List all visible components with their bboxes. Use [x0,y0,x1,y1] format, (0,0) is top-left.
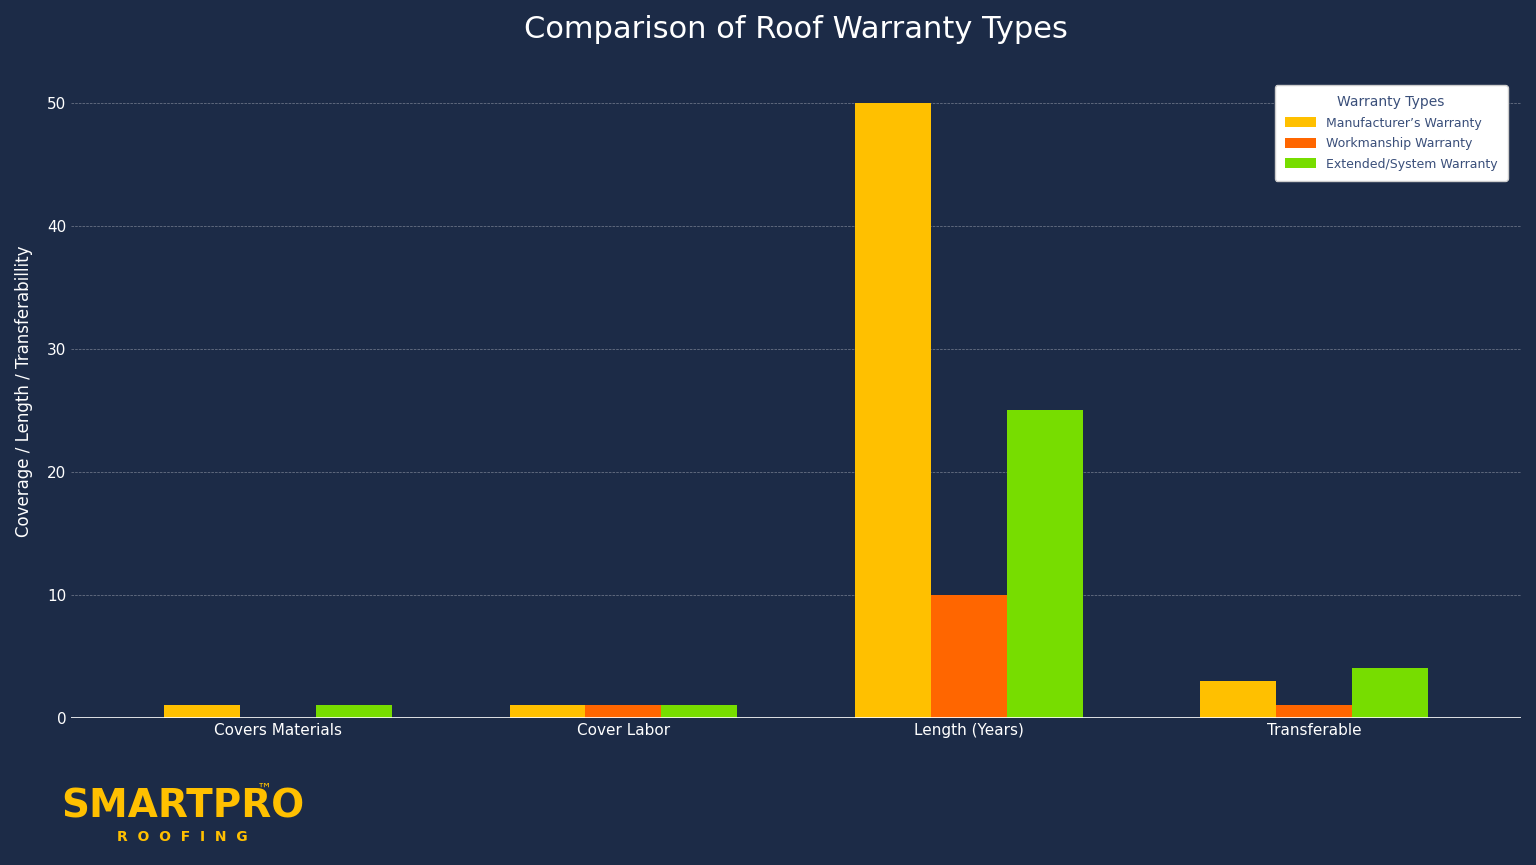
Text: ™: ™ [257,782,272,797]
Bar [931,594,1006,718]
Title: Comparison of Roof Warranty Types: Comparison of Roof Warranty Types [524,15,1068,44]
Bar [1352,669,1428,718]
Y-axis label: Coverage / Length / Transferabillity: Coverage / Length / Transferabillity [15,246,32,537]
Bar [662,705,737,718]
Bar [1200,681,1276,718]
Bar [510,705,585,718]
Bar [316,705,392,718]
Bar [1276,705,1352,718]
Legend: Manufacturer’s Warranty, Workmanship Warranty, Extended/System Warranty: Manufacturer’s Warranty, Workmanship War… [1275,85,1507,181]
Bar [1006,410,1083,718]
Text: R  O  O  F  I  N  G: R O O F I N G [117,830,247,843]
Text: SMARTPRO: SMARTPRO [61,787,304,825]
Bar [585,705,662,718]
Bar [854,103,931,718]
Bar [164,705,240,718]
